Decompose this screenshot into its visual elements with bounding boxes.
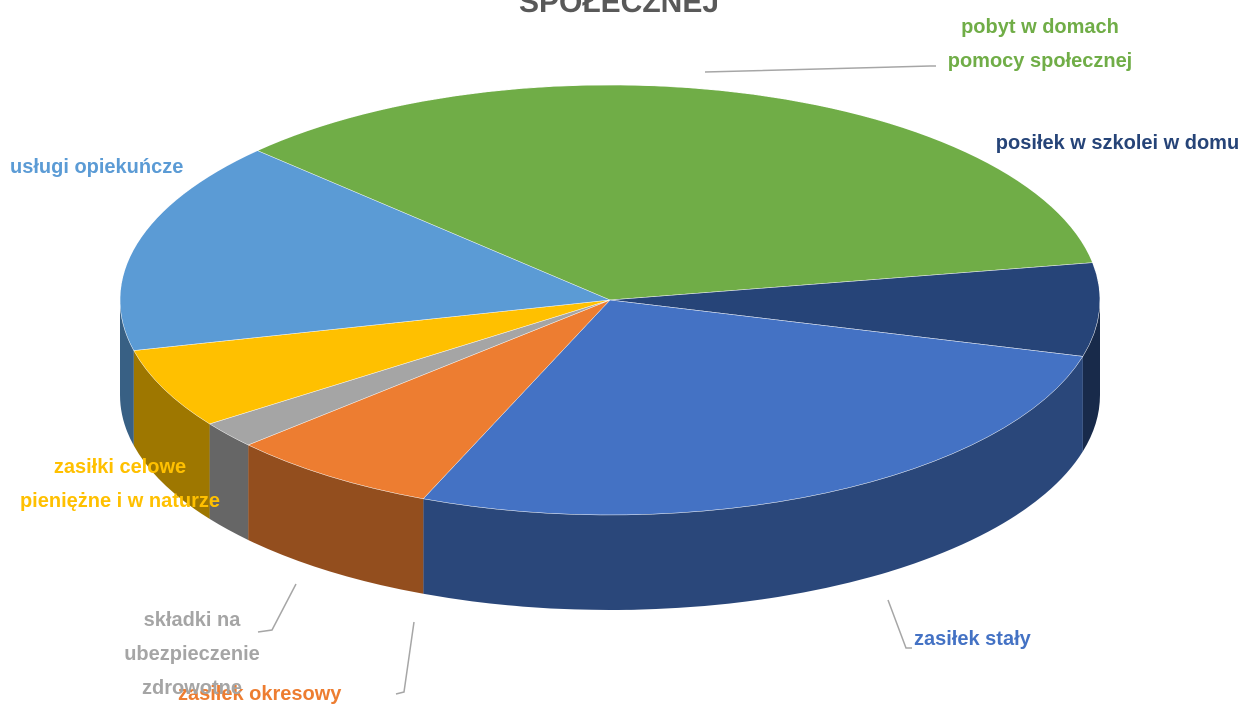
- slice-label: usługi opiekuńcze: [10, 156, 184, 178]
- slice-label: pobyt w domach pomocy społecznej: [947, 16, 1133, 72]
- slice-label: zasiłek stały: [914, 628, 1031, 650]
- slice-side: [209, 423, 249, 540]
- slice: [422, 299, 1084, 516]
- slice-side: [1082, 300, 1100, 452]
- slice: [609, 262, 1101, 357]
- leader-line: [257, 583, 297, 633]
- slice-side: [423, 356, 1083, 610]
- slice-label: składki na ubezpieczenie zdrowotne: [124, 609, 260, 699]
- leader-lines: [257, 65, 936, 695]
- slice-side: [120, 300, 134, 446]
- slice-label: zasiłek okresowy: [178, 683, 342, 705]
- slice: [256, 84, 1093, 301]
- chart-title: SPOŁECZNEJ: [518, 0, 720, 19]
- slice: [247, 299, 611, 500]
- slice-label: zasiłki celowe pieniężne i w naturze: [19, 456, 221, 512]
- leader-line: [887, 599, 912, 649]
- leader-line: [704, 65, 936, 73]
- slice-side: [248, 444, 424, 594]
- slice-side: [133, 350, 210, 519]
- slice-label: posiłek w szkolei w domu: [995, 132, 1238, 154]
- slice: [119, 150, 611, 351]
- leader-line: [395, 621, 415, 695]
- slice: [133, 299, 611, 425]
